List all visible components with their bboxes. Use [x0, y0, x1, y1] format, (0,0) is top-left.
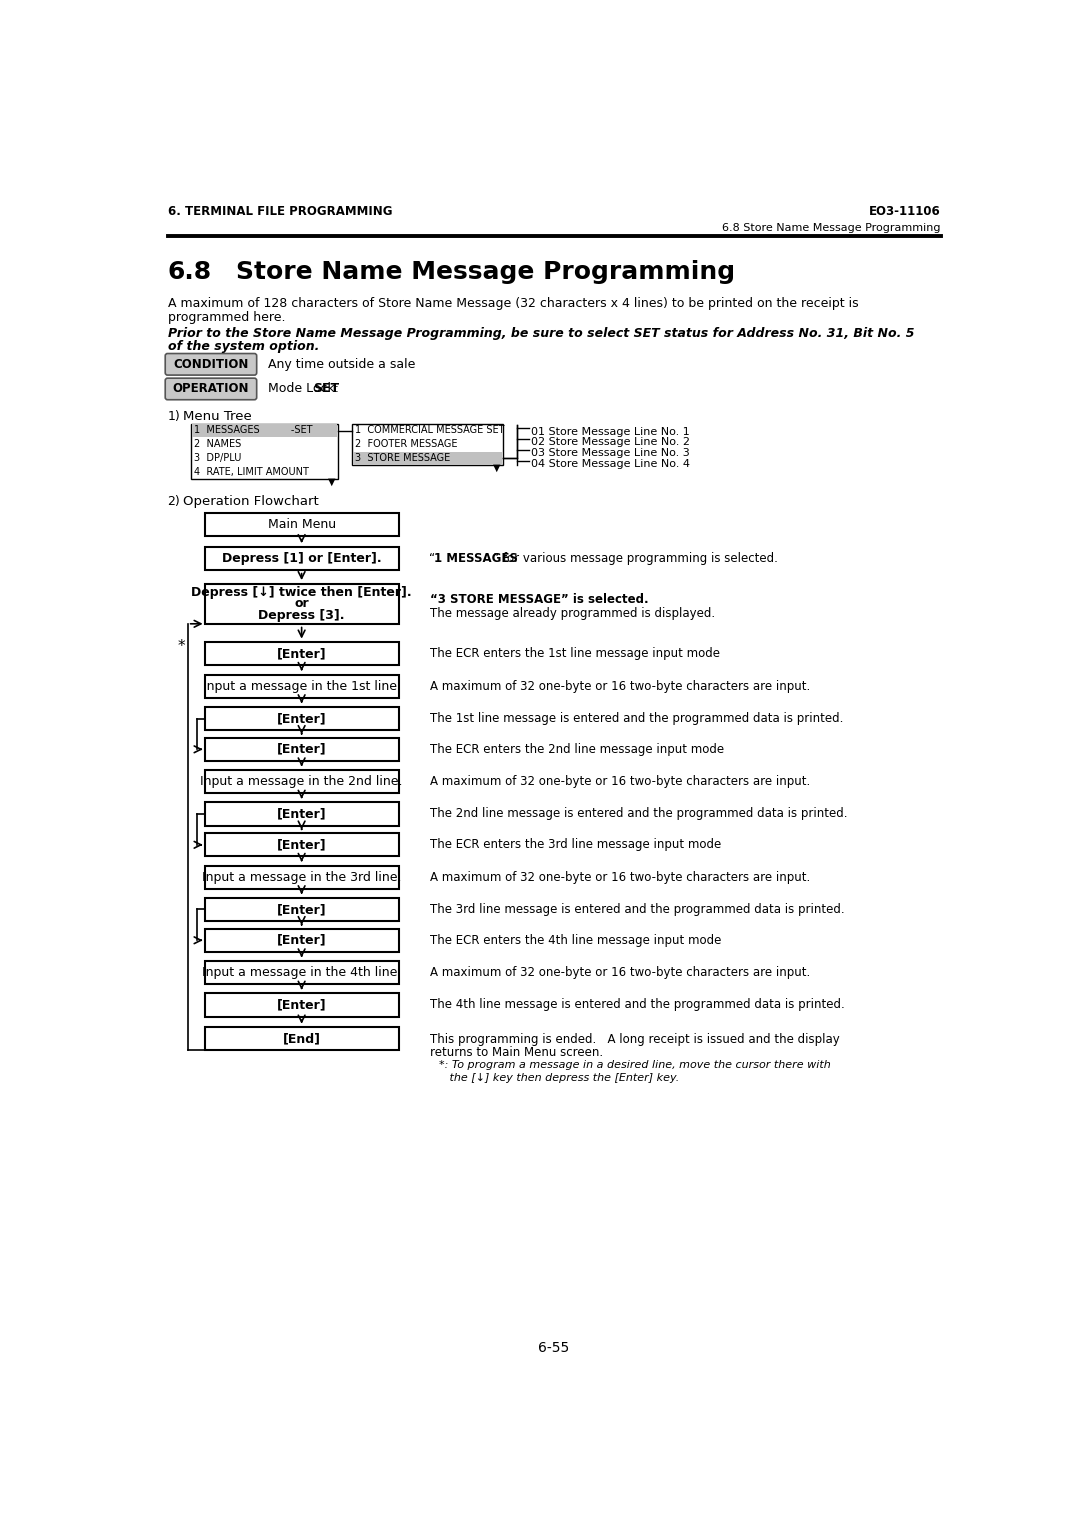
Bar	[353, 452, 502, 465]
Bar	[205, 707, 399, 730]
Text: [Enter]: [Enter]	[276, 839, 326, 851]
Text: [Enter]: [Enter]	[276, 712, 326, 724]
Text: ” for various message programming is selected.: ” for various message programming is sel…	[494, 552, 778, 565]
Text: EO3-11106: EO3-11106	[869, 205, 941, 219]
Bar	[205, 770, 399, 793]
Text: Prior to the Store Name Message Programming, be sure to select SET status for Ad: Prior to the Store Name Message Programm…	[167, 327, 914, 339]
FancyBboxPatch shape	[165, 377, 257, 400]
Text: ▼: ▼	[328, 477, 336, 487]
Text: *: *	[178, 639, 186, 654]
Bar	[191, 423, 338, 480]
Text: Main Menu: Main Menu	[268, 518, 336, 530]
Text: Input a message in the 4th line.: Input a message in the 4th line.	[202, 966, 402, 979]
Text: This programming is ended.   A long receipt is issued and the display: This programming is ended. A long receip…	[430, 1033, 839, 1047]
Bar	[205, 929, 399, 952]
Text: 2  FOOTER MESSAGE: 2 FOOTER MESSAGE	[355, 439, 458, 449]
Text: [Enter]: [Enter]	[276, 807, 326, 821]
Text: The ECR enters the 4th line message input mode: The ECR enters the 4th line message inpu…	[430, 934, 720, 947]
Bar	[205, 993, 399, 1016]
Text: 3  STORE MESSAGE: 3 STORE MESSAGE	[355, 452, 450, 463]
Bar	[205, 1027, 399, 1050]
Text: 6.8: 6.8	[167, 260, 212, 284]
Text: returns to Main Menu screen.: returns to Main Menu screen.	[430, 1045, 603, 1059]
Bar	[205, 642, 399, 665]
Text: the [↓] key then depress the [Enter] key.: the [↓] key then depress the [Enter] key…	[438, 1074, 679, 1083]
Text: [End]: [End]	[283, 1033, 321, 1045]
Text: 4  RATE, LIMIT AMOUNT: 4 RATE, LIMIT AMOUNT	[194, 466, 309, 477]
Text: [Enter]: [Enter]	[276, 648, 326, 660]
Text: or: or	[295, 597, 309, 610]
Text: 1 MESSAGES: 1 MESSAGES	[434, 552, 518, 565]
Text: SET: SET	[313, 382, 339, 396]
Text: 02 Store Message Line No. 2: 02 Store Message Line No. 2	[531, 437, 690, 448]
Text: 03 Store Message Line No. 3: 03 Store Message Line No. 3	[531, 448, 690, 458]
Text: of the system option.: of the system option.	[167, 341, 319, 353]
Text: Store Name Message Programming: Store Name Message Programming	[235, 260, 734, 284]
Text: The ECR enters the 2nd line message input mode: The ECR enters the 2nd line message inpu…	[430, 743, 724, 756]
Text: [Enter]: [Enter]	[276, 903, 326, 915]
Text: 1): 1)	[167, 410, 180, 423]
Text: Input a message in the 3rd line.: Input a message in the 3rd line.	[202, 871, 402, 883]
Text: Depress [↓] twice then [Enter].: Depress [↓] twice then [Enter].	[191, 585, 411, 599]
Bar	[205, 961, 399, 984]
Text: 04 Store Message Line No. 4: 04 Store Message Line No. 4	[531, 458, 690, 469]
Bar	[205, 802, 399, 825]
Bar	[205, 898, 399, 921]
Text: *: To program a message in a desired line, move the cursor there with: *: To program a message in a desired lin…	[438, 1060, 831, 1071]
Text: 6.8 Store Name Message Programming: 6.8 Store Name Message Programming	[723, 223, 941, 234]
Text: A maximum of 32 one-byte or 16 two-byte characters are input.: A maximum of 32 one-byte or 16 two-byte …	[430, 966, 810, 979]
Text: 01 Store Message Line No. 1: 01 Store Message Line No. 1	[531, 426, 690, 437]
Text: OPERATION: OPERATION	[173, 382, 249, 396]
Text: The 1st line message is entered and the programmed data is printed.: The 1st line message is entered and the …	[430, 712, 842, 724]
Text: A maximum of 32 one-byte or 16 two-byte characters are input.: A maximum of 32 one-byte or 16 two-byte …	[430, 871, 810, 883]
Text: 6-55: 6-55	[538, 1342, 569, 1355]
Text: The ECR enters the 1st line message input mode: The ECR enters the 1st line message inpu…	[430, 648, 719, 660]
Bar	[352, 423, 503, 465]
Text: The 4th line message is entered and the programmed data is printed.: The 4th line message is entered and the …	[430, 998, 845, 1012]
Text: The 3rd line message is entered and the programmed data is printed.: The 3rd line message is entered and the …	[430, 903, 845, 915]
Text: Mode Lock:: Mode Lock:	[268, 382, 343, 396]
Bar	[191, 425, 337, 437]
Text: Depress [3].: Depress [3].	[258, 608, 345, 622]
Text: 1  MESSAGES          -SET: 1 MESSAGES -SET	[194, 425, 312, 435]
Text: “: “	[430, 552, 435, 565]
Text: CONDITION: CONDITION	[173, 358, 248, 371]
Text: [Enter]: [Enter]	[276, 743, 326, 756]
Text: The 2nd line message is entered and the programmed data is printed.: The 2nd line message is entered and the …	[430, 807, 847, 821]
Text: A maximum of 32 one-byte or 16 two-byte characters are input.: A maximum of 32 one-byte or 16 two-byte …	[430, 775, 810, 788]
Text: Menu Tree: Menu Tree	[183, 410, 252, 423]
Bar	[205, 738, 399, 761]
Text: A maximum of 32 one-byte or 16 two-byte characters are input.: A maximum of 32 one-byte or 16 two-byte …	[430, 680, 810, 692]
Text: Any time outside a sale: Any time outside a sale	[268, 358, 416, 371]
Text: Input a message in the 2nd line.: Input a message in the 2nd line.	[201, 775, 403, 788]
Bar	[205, 547, 399, 570]
Bar	[205, 865, 399, 889]
Text: 6. TERMINAL FILE PROGRAMMING: 6. TERMINAL FILE PROGRAMMING	[167, 205, 392, 219]
Bar	[205, 833, 399, 856]
Text: “3 STORE MESSAGE” is selected.: “3 STORE MESSAGE” is selected.	[430, 593, 648, 607]
Text: Input a message in the 1st line.: Input a message in the 1st line.	[203, 680, 401, 692]
Text: 2  NAMES: 2 NAMES	[194, 439, 241, 449]
Text: ▼: ▼	[494, 463, 501, 472]
Text: 3  DP/PLU: 3 DP/PLU	[194, 452, 241, 463]
Text: Depress [1] or [Enter].: Depress [1] or [Enter].	[221, 552, 381, 565]
Text: programmed here.: programmed here.	[167, 312, 285, 324]
FancyBboxPatch shape	[165, 353, 257, 374]
Text: [Enter]: [Enter]	[276, 998, 326, 1012]
Text: The message already programmed is displayed.: The message already programmed is displa…	[430, 607, 715, 620]
Text: 1  COMMERCIAL MESSAGE SET: 1 COMMERCIAL MESSAGE SET	[355, 425, 504, 435]
Text: 2): 2)	[167, 495, 180, 509]
Bar	[205, 513, 399, 536]
Text: Operation Flowchart: Operation Flowchart	[183, 495, 319, 509]
Bar	[205, 584, 399, 623]
Text: The ECR enters the 3rd line message input mode: The ECR enters the 3rd line message inpu…	[430, 839, 720, 851]
Text: A maximum of 128 characters of Store Name Message (32 characters x 4 lines) to b: A maximum of 128 characters of Store Nam…	[167, 298, 859, 310]
Bar	[205, 675, 399, 698]
Text: [Enter]: [Enter]	[276, 934, 326, 947]
